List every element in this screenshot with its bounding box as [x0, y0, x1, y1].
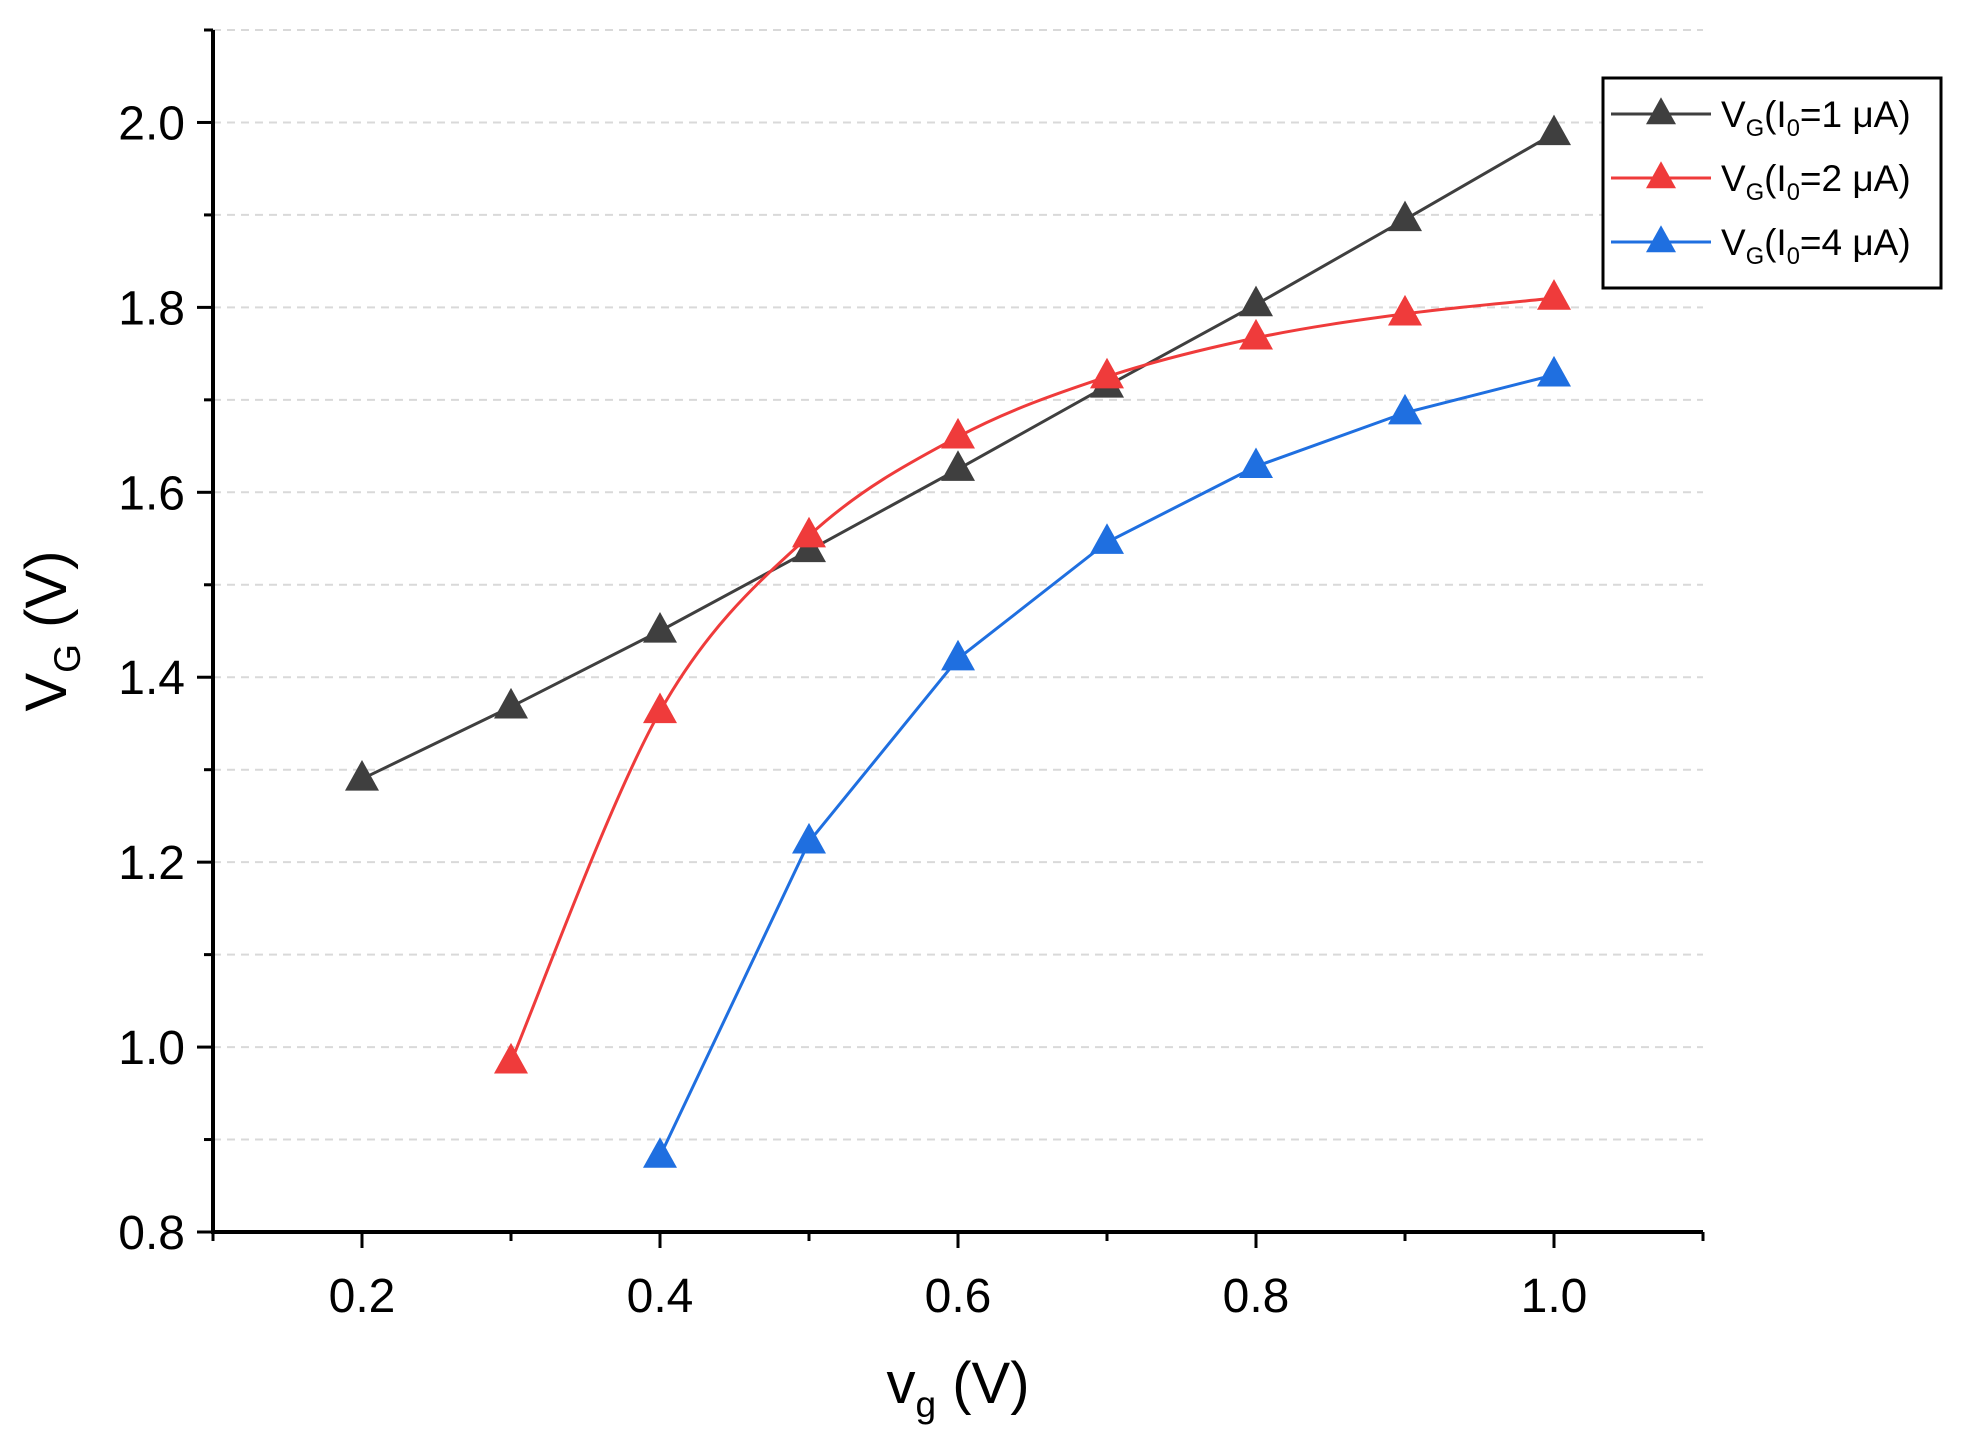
data-point — [494, 687, 528, 719]
legend-label: VG(I0=4 μA) — [1721, 222, 1911, 270]
data-point — [1239, 447, 1273, 479]
data-point — [941, 639, 975, 671]
data-point — [1537, 114, 1571, 146]
legend-marker — [1646, 161, 1676, 189]
data-point — [494, 1042, 528, 1074]
data-point — [792, 516, 826, 548]
data-point — [1537, 355, 1571, 387]
data-point — [1388, 200, 1422, 232]
x-tick-label: 1.0 — [1521, 1270, 1588, 1323]
data-point — [643, 692, 677, 724]
legend-entry: VG(I0=4 μA) — [1611, 222, 1911, 270]
y-tick-label: 1.6 — [118, 467, 185, 520]
legend-marker — [1646, 225, 1676, 253]
data-point — [1090, 357, 1124, 389]
y-tick-label: 1.8 — [118, 282, 185, 335]
series-1 — [345, 114, 1571, 791]
x-tick-label: 0.8 — [1223, 1270, 1290, 1323]
legend: VG(I0=1 μA) VG(I0=2 μA) VG(I0=4 μA) — [1601, 76, 1943, 290]
data-point — [1239, 318, 1273, 350]
y-tick-label: 2.0 — [118, 97, 185, 150]
data-point — [345, 759, 379, 791]
legend-label: VG(I0=1 μA) — [1721, 94, 1911, 142]
data-point — [1537, 279, 1571, 310]
data-point — [941, 450, 975, 481]
data-point — [1239, 285, 1273, 317]
data-point — [792, 822, 826, 854]
legend-label: VG(I0=2 μA) — [1721, 158, 1911, 206]
y-axis-title: VG (V) — [14, 551, 88, 712]
y-tick-label: 1.4 — [118, 652, 185, 705]
series-2 — [494, 279, 1571, 1074]
series-3 — [643, 355, 1571, 1168]
legend-entry: VG(I0=2 μA) — [1611, 158, 1911, 206]
x-tick-label: 0.6 — [925, 1270, 992, 1323]
legend-entry: VG(I0=1 μA) — [1611, 94, 1911, 142]
y-tick-label: 1.2 — [118, 837, 185, 890]
x-tick-label: 0.2 — [329, 1270, 396, 1323]
y-tick-label: 0.8 — [118, 1207, 185, 1260]
axes: 0.8 1.0 1.2 1.4 1.6 1.8 2.0 0.2 0.4 0.6 0.8 1.0 vg (… — [14, 28, 1705, 1425]
legend-marker — [1646, 97, 1676, 125]
data-point — [643, 612, 677, 643]
plot-area — [345, 114, 1571, 1168]
data-point — [1090, 523, 1124, 554]
x-axis-title: vg (V) — [886, 1351, 1029, 1425]
series-line — [509, 296, 1555, 1063]
data-point — [941, 417, 975, 449]
x-tick-label: 0.4 — [627, 1270, 694, 1323]
data-point — [1388, 294, 1422, 326]
y-tick-label: 1.0 — [118, 1022, 185, 1075]
grid-lines — [213, 29, 1703, 1141]
data-point — [1388, 393, 1422, 425]
data-point — [643, 1137, 677, 1168]
